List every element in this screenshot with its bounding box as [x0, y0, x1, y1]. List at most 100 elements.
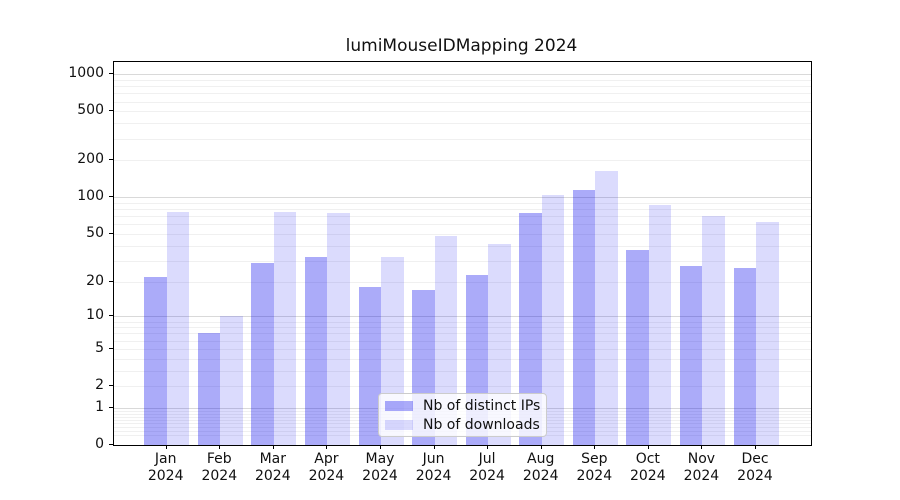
y-tick-mark — [109, 110, 113, 112]
x-tick-label: Mar 2024 — [254, 451, 291, 484]
plot-area — [113, 61, 812, 446]
bar-downloads — [434, 236, 458, 445]
bar-distinct-ips — [626, 249, 649, 445]
minor-gridline — [114, 216, 811, 218]
y-tick-mark — [109, 280, 113, 282]
minor-gridline — [114, 224, 811, 226]
minor-gridline — [114, 160, 811, 162]
minor-gridline — [114, 79, 811, 81]
minor-gridline — [114, 386, 811, 388]
major-gridline — [114, 74, 811, 76]
y-tick-mark — [109, 385, 113, 387]
x-tick-label: Feb 2024 — [201, 451, 238, 484]
x-tick-mark — [487, 445, 489, 449]
y-tick-label: 50 — [86, 225, 104, 241]
y-tick-mark — [109, 73, 113, 75]
legend-row-downloads: Nb of downloads — [385, 417, 540, 433]
legend-label-downloads: Nb of downloads — [423, 416, 540, 433]
minor-gridline — [114, 101, 811, 103]
chart-title: lumiMouseIDMapping 2024 — [345, 36, 578, 56]
x-tick-label: Aug 2024 — [522, 451, 559, 484]
bar-downloads — [541, 194, 565, 445]
x-tick-label: Jan 2024 — [147, 451, 184, 484]
y-tick-mark — [109, 315, 113, 317]
bar-distinct-ips — [679, 266, 703, 445]
x-tick-mark — [272, 445, 274, 449]
x-tick-mark — [594, 445, 596, 449]
minor-gridline — [114, 86, 811, 88]
x-tick-label: Dec 2024 — [737, 451, 773, 484]
bar-downloads — [648, 205, 672, 445]
minor-gridline — [114, 358, 811, 360]
bar-distinct-ips — [304, 257, 328, 445]
x-tick-mark — [540, 445, 542, 449]
y-tick-label: 1 — [95, 398, 104, 415]
x-tick-mark — [433, 445, 435, 449]
x-tick-mark — [701, 445, 703, 449]
x-tick-label: Nov 2024 — [683, 451, 720, 484]
minor-gridline — [114, 111, 811, 113]
bar-downloads — [756, 221, 779, 445]
minor-gridline — [114, 260, 811, 262]
y-tick-mark — [109, 444, 113, 445]
y-tick-mark — [109, 406, 113, 408]
x-tick-label: Sep 2024 — [576, 451, 613, 484]
minor-gridline — [114, 138, 811, 140]
minor-gridline — [114, 209, 811, 211]
minor-gridline — [114, 281, 811, 283]
bar-downloads — [273, 211, 297, 445]
bar-downloads — [220, 316, 243, 445]
minor-gridline — [114, 333, 811, 335]
y-tick-label: 1000 — [68, 65, 104, 82]
y-tick-label: 20 — [86, 272, 104, 289]
y-tick-mark — [109, 159, 113, 161]
y-tick-mark — [109, 233, 113, 234]
x-tick-mark — [647, 445, 649, 449]
x-tick-mark — [326, 445, 328, 449]
y-tick-label: 100 — [77, 188, 104, 205]
minor-gridline — [114, 348, 811, 350]
bar-downloads — [595, 170, 618, 445]
x-tick-label: Jul 2024 — [469, 451, 505, 484]
bar-distinct-ips — [251, 262, 274, 445]
bar-distinct-ips — [144, 276, 167, 445]
minor-gridline — [114, 123, 811, 125]
minor-gridline — [114, 93, 811, 95]
legend-row-distinct-ips: Nb of distinct IPs — [385, 398, 540, 414]
legend-swatch-distinct-ips — [385, 400, 413, 411]
bar-distinct-ips — [358, 287, 381, 445]
y-tick-label: 10 — [86, 307, 104, 324]
x-tick-mark — [755, 445, 756, 449]
y-tick-mark — [109, 347, 113, 349]
bar-distinct-ips — [572, 189, 596, 445]
minor-gridline — [114, 340, 811, 342]
legend: Nb of distinct IPs Nb of downloads — [378, 393, 547, 437]
bar-distinct-ips — [519, 212, 542, 445]
x-tick-label: Jun 2024 — [415, 451, 452, 484]
minor-gridline — [114, 370, 811, 372]
minor-gridline — [114, 327, 811, 329]
y-tick-label: 500 — [77, 102, 104, 119]
legend-swatch-downloads — [385, 419, 413, 430]
minor-gridline — [114, 234, 811, 235]
bar-distinct-ips — [197, 333, 221, 445]
major-gridline — [114, 197, 811, 199]
major-gridline — [114, 316, 811, 318]
bar-downloads — [702, 215, 725, 445]
x-tick-mark — [165, 445, 167, 449]
y-tick-mark — [109, 196, 113, 198]
x-tick-label: Oct 2024 — [629, 451, 666, 484]
x-tick-label: Apr 2024 — [308, 451, 345, 484]
minor-gridline — [114, 321, 811, 323]
y-tick-label: 200 — [77, 151, 104, 168]
x-tick-label: May 2024 — [362, 451, 398, 484]
y-tick-label: 2 — [95, 377, 104, 394]
x-tick-mark — [380, 445, 381, 449]
bar-downloads — [166, 211, 190, 445]
minor-gridline — [114, 245, 811, 247]
y-tick-label: 0 — [95, 436, 104, 452]
bar-downloads — [327, 213, 350, 445]
legend-label-distinct-ips: Nb of distinct IPs — [423, 397, 541, 414]
y-tick-label: 5 — [95, 339, 104, 356]
